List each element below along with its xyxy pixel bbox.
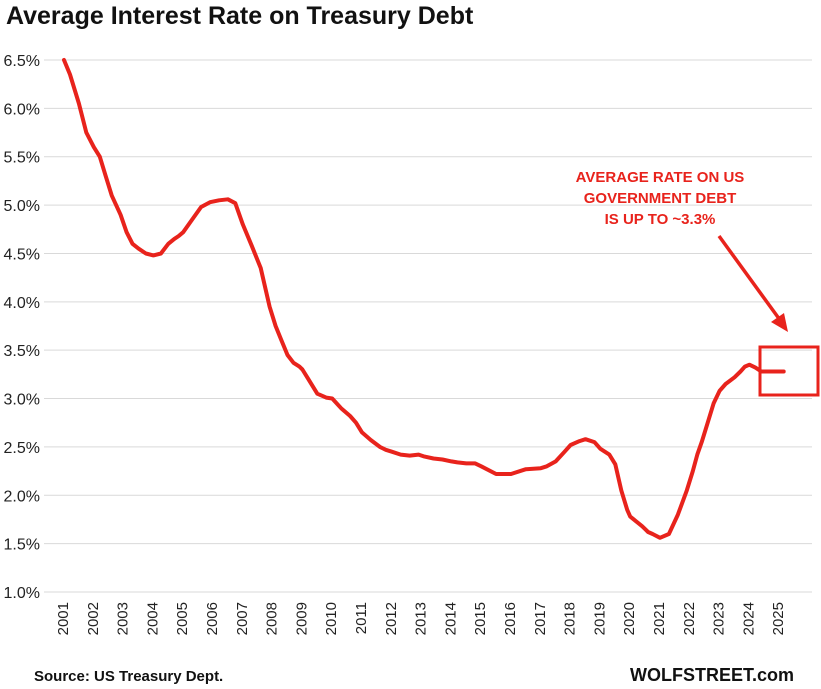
x-tick-label: 2012 xyxy=(383,602,400,635)
annotation-text: IS UP TO ~3.3% xyxy=(605,211,716,228)
annotation-text: GOVERNMENT DEBT xyxy=(584,190,737,207)
x-tick-label: 2006 xyxy=(204,602,221,635)
x-tick-label: 2009 xyxy=(293,602,310,635)
annotation-text: AVERAGE RATE ON US xyxy=(576,169,745,186)
x-tick-label: 2019 xyxy=(591,602,608,635)
x-axis-tick-labels: 2001 2002 2003 2004 2005 2006 2007 2008 2009 2010… xyxy=(55,602,787,635)
y-axis-tick-labels: 1.0% 1.5% 2.0% 2.5% 3.0% 3.5% 4.0% 4.5% 5.0% 5.5%… xyxy=(4,53,40,602)
x-tick-label: 2007 xyxy=(234,602,251,635)
arrow-head xyxy=(771,313,788,332)
series-layer xyxy=(62,58,786,540)
x-tick-label: 2004 xyxy=(144,602,161,635)
y-tick-label: 2.0% xyxy=(4,488,40,505)
x-tick-label: 2001 xyxy=(55,602,72,635)
x-tick-label: 2025 xyxy=(770,602,787,635)
x-tick-label: 2008 xyxy=(264,602,281,635)
x-tick-label: 2018 xyxy=(562,602,579,635)
x-tick-label: 2010 xyxy=(323,602,340,635)
x-tick-label: 2005 xyxy=(174,602,191,635)
y-tick-label: 1.5% xyxy=(4,537,40,554)
x-tick-label: 2021 xyxy=(651,602,668,635)
y-tick-label: 5.0% xyxy=(4,198,40,215)
x-tick-label: 2015 xyxy=(472,602,489,635)
highlight-box xyxy=(758,345,820,397)
chart-title: Average Interest Rate on Treasury Debt xyxy=(6,2,474,30)
x-tick-label: 2017 xyxy=(532,602,549,635)
y-tick-label: 5.5% xyxy=(4,150,40,167)
x-tick-label: 2003 xyxy=(115,602,132,635)
x-tick-label: 2022 xyxy=(681,602,698,635)
x-tick-label: 2014 xyxy=(442,602,459,635)
annotation-arrow xyxy=(717,234,782,322)
x-tick-label: 2002 xyxy=(85,602,102,635)
y-tick-label: 3.5% xyxy=(4,343,40,360)
x-tick-label: 2016 xyxy=(502,602,519,635)
x-tick-label: 2011 xyxy=(353,602,370,634)
y-tick-label: 6.5% xyxy=(4,53,40,70)
annotation-layer: AVERAGE RATE ON US GOVERNMENT DEBT IS UP T… xyxy=(576,169,820,397)
y-tick-label: 4.0% xyxy=(4,295,40,312)
y-tick-label: 6.0% xyxy=(4,101,40,118)
y-tick-label: 3.0% xyxy=(4,392,40,409)
x-tick-label: 2013 xyxy=(413,602,430,635)
series-line xyxy=(62,58,786,540)
y-tick-label: 1.0% xyxy=(4,585,40,602)
source-note: Source: US Treasury Dept. xyxy=(34,668,224,685)
y-tick-label: 2.5% xyxy=(4,440,40,457)
y-tick-label: 4.5% xyxy=(4,246,40,263)
site-credit: WOLFSTREET.com xyxy=(629,665,794,685)
x-tick-label: 2024 xyxy=(740,602,757,635)
x-tick-label: 2020 xyxy=(621,602,638,635)
gridlines xyxy=(44,59,812,593)
x-tick-label: 2023 xyxy=(711,602,728,635)
